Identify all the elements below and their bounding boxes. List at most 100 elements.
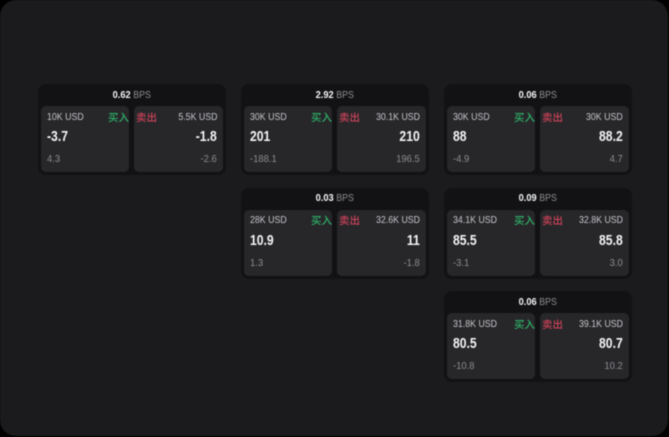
- cjk-glyph-path: [350, 112, 360, 122]
- bps-unit-label: BPS: [539, 296, 557, 308]
- sell-pane[interactable]: 32.6K USD 11 -1.8: [337, 209, 426, 276]
- sell-change: -1.8: [403, 256, 420, 269]
- cjk-glyph-path: [311, 216, 322, 226]
- bps-unit-label: BPS: [539, 193, 557, 204]
- pane-top-row: 30.1K USD: [339, 110, 420, 125]
- spread-card[interactable]: 0.62 BPS 10K USD -3.7 4.3: [37, 84, 227, 175]
- buy-change: -10.8: [452, 360, 475, 372]
- buy-change: -3.1: [452, 256, 469, 269]
- sell-value: -1.8: [196, 129, 217, 145]
- cjk-glyph-path: [542, 112, 553, 122]
- buy-change: -4.9: [452, 153, 469, 165]
- buy-value: 85.5: [452, 232, 477, 249]
- pane-top-row: 5.5K USD: [136, 110, 217, 125]
- pane-top-row: 28K USD: [249, 213, 332, 228]
- buy-value: -3.7: [46, 129, 68, 145]
- buy-side-label: [514, 319, 535, 330]
- cjk-glyph-path: [147, 112, 157, 122]
- cjk-glyph-path: [553, 215, 563, 226]
- buy-side-label: [514, 112, 535, 123]
- sell-cjk-icon: [136, 112, 157, 122]
- bps-header-group: 2.92 BPS: [316, 89, 354, 101]
- bps-unit-label: BPS: [336, 193, 354, 204]
- sell-change: 196.5: [396, 153, 420, 165]
- cjk-glyph-path: [514, 216, 525, 226]
- sell-side-label: [542, 215, 563, 226]
- sell-value: 80.7: [599, 336, 623, 352]
- bps-header-group: 0.06 BPS: [519, 89, 557, 101]
- sell-cjk-icon: [339, 112, 360, 122]
- spread-card[interactable]: 0.03 BPS 28K USD 10.9 1.3: [240, 187, 430, 279]
- buy-cjk-icon: [514, 215, 535, 226]
- buy-pane[interactable]: 34.1K USD 85.5 -3.1: [446, 209, 536, 276]
- buy-value: 201: [249, 129, 270, 145]
- cjk-glyph-path: [119, 112, 129, 122]
- cjk-glyph-path: [136, 112, 147, 122]
- sell-change: -2.6: [200, 153, 217, 165]
- buy-cjk-icon: [311, 215, 332, 226]
- card-header: 0.09 BPS: [444, 188, 633, 210]
- buy-pane[interactable]: 10K USD -3.7 4.3: [40, 106, 130, 172]
- cjk-glyph-path: [108, 112, 119, 122]
- card-header: 0.62 BPS: [38, 84, 227, 106]
- pane-row: 34.1K USD 85.5 -3.1 32.8K USD: [446, 209, 629, 276]
- buy-amount: 10K USD: [46, 111, 84, 123]
- buy-side-label: [311, 112, 332, 123]
- bps-unit-label: BPS: [539, 89, 557, 101]
- bps-value: 2.92: [315, 88, 334, 101]
- buy-cjk-icon: [108, 112, 129, 122]
- sell-amount: 30.1K USD: [375, 111, 420, 123]
- cjk-glyph-path: [542, 319, 553, 329]
- cjk-glyph-path: [311, 112, 322, 122]
- sell-pane[interactable]: 39.1K USD 80.7 10.2: [540, 313, 629, 379]
- sell-amount: 32.8K USD: [578, 215, 623, 226]
- buy-change: -188.1: [249, 153, 277, 165]
- card-header: 2.92 BPS: [241, 84, 430, 106]
- spread-card[interactable]: 0.09 BPS 34.1K USD 85.5 -3.1: [443, 187, 633, 279]
- buy-value: 88: [452, 129, 467, 145]
- sell-side-label: [542, 112, 563, 123]
- spread-card[interactable]: 0.06 BPS 30K USD 88 -4.9: [443, 84, 632, 175]
- buy-pane[interactable]: 30K USD 88 -4.9: [446, 106, 536, 172]
- cjk-glyph-path: [339, 215, 350, 226]
- sell-value: 210: [399, 129, 420, 145]
- buy-pane[interactable]: 30K USD 201 -188.1: [243, 106, 333, 172]
- buy-amount: 31.8K USD: [452, 318, 497, 330]
- cjk-glyph-path: [322, 112, 332, 122]
- sell-cjk-icon: [542, 215, 563, 226]
- cjk-glyph-path: [514, 319, 525, 329]
- sell-value: 11: [407, 232, 420, 249]
- buy-side-label: [514, 215, 535, 226]
- pane-top-row: 32.6K USD: [339, 213, 420, 228]
- bps-header-group: 0.09 BPS: [519, 192, 557, 204]
- sell-pane[interactable]: 30.1K USD 210 196.5: [337, 106, 426, 172]
- spread-card[interactable]: 0.06 BPS 31.8K USD 80.5 -10.8: [443, 291, 632, 382]
- pane-row: 10K USD -3.7 4.3 5.5K USD: [40, 106, 223, 172]
- buy-pane[interactable]: 28K USD 10.9 1.3: [243, 209, 333, 276]
- sell-side-label: [542, 319, 563, 330]
- buy-cjk-icon: [514, 112, 535, 122]
- bps-header-group: 0.03 BPS: [316, 192, 354, 204]
- pane-top-row: 32.8K USD: [542, 213, 623, 228]
- sell-pane[interactable]: 5.5K USD -1.8 -2.6: [134, 106, 223, 172]
- sell-change: 3.0: [609, 256, 623, 269]
- pane-top-row: 34.1K USD: [453, 213, 535, 228]
- pane-row: 28K USD 10.9 1.3 32.6K USD: [243, 209, 426, 276]
- buy-pane[interactable]: 31.8K USD 80.5 -10.8: [446, 313, 536, 379]
- sell-pane[interactable]: 30K USD 88.2 4.7: [540, 106, 629, 172]
- bps-value: 0.09: [518, 192, 537, 204]
- sell-pane[interactable]: 32.8K USD 85.8 3.0: [540, 209, 629, 276]
- pane-top-row: 10K USD: [46, 110, 129, 125]
- sell-cjk-icon: [542, 319, 563, 329]
- cjk-glyph-path: [350, 215, 360, 226]
- sell-value: 88.2: [599, 129, 623, 145]
- pane-top-row: 31.8K USD: [452, 317, 535, 332]
- buy-change: 1.3: [249, 256, 263, 269]
- card-header: 0.03 BPS: [241, 188, 430, 210]
- buy-amount: 30K USD: [452, 111, 490, 123]
- pane-row: 31.8K USD 80.5 -10.8 39.1K USD: [446, 313, 629, 379]
- buy-amount: 28K USD: [249, 215, 287, 226]
- spread-card[interactable]: 2.92 BPS 30K USD 201 -188.1: [240, 84, 430, 175]
- cjk-glyph-path: [339, 112, 350, 122]
